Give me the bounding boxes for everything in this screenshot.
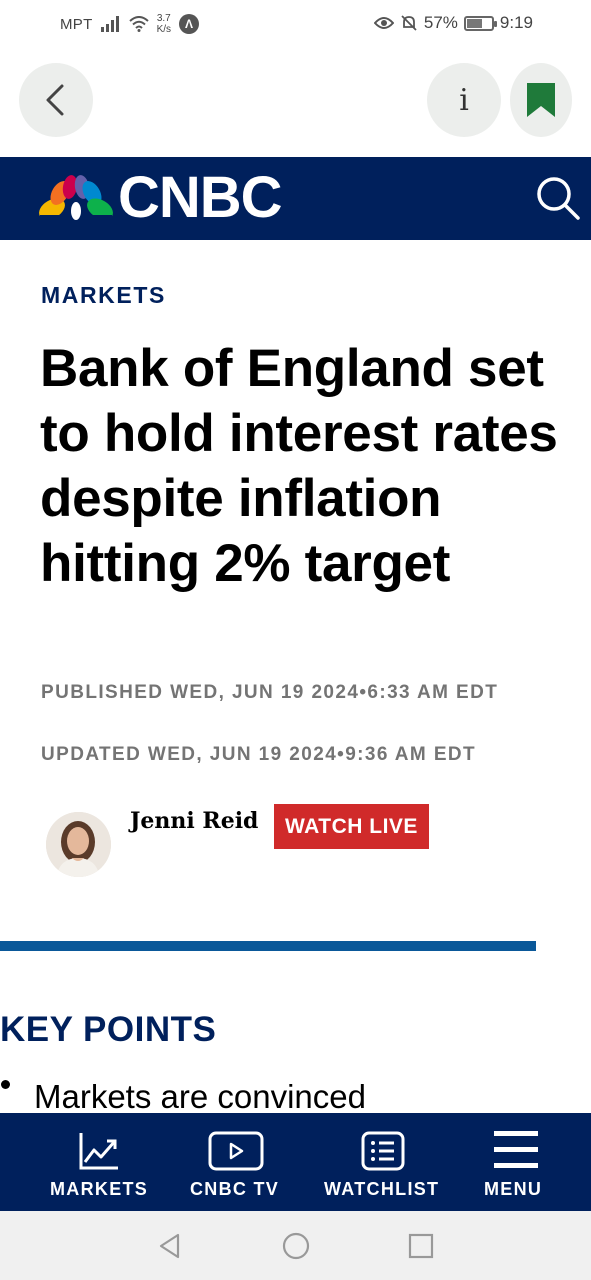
status-bar: MPT 3.7 K/s Λ 57% 9 xyxy=(0,0,591,48)
carrier-label: MPT xyxy=(60,15,93,33)
nav-cnbc-tv[interactable]: CNBC TV xyxy=(188,1113,284,1211)
published-date: PUBLISHED WED, JUN 19 2024•6:33 AM EDT xyxy=(41,682,499,703)
article-headline: Bank of England set to hold interest rat… xyxy=(40,339,558,593)
author-photo xyxy=(46,812,111,877)
network-speed: 3.7 K/s xyxy=(157,13,171,35)
nav-menu-label: MENU xyxy=(484,1179,543,1199)
list-icon xyxy=(361,1131,405,1171)
play-icon xyxy=(208,1131,264,1171)
bookmark-icon xyxy=(527,83,555,117)
chevron-left-icon xyxy=(46,84,64,116)
battery-level xyxy=(466,18,482,28)
cnbc-logo[interactable]: CNBC xyxy=(38,165,283,230)
bell-off-icon xyxy=(401,15,417,31)
updated-date: UPDATED WED, JUN 19 2024•9:36 AM EDT xyxy=(41,744,477,765)
author-row: Jenni Reid WATCH LIVE xyxy=(46,804,546,880)
battery-percent: 57% xyxy=(423,13,458,32)
eye-icon xyxy=(373,17,394,29)
system-home-button[interactable] xyxy=(281,1231,311,1261)
key-point-item: Markets are convinced xyxy=(34,1078,366,1115)
nav-cnbc-tv-label: CNBC TV xyxy=(190,1179,280,1199)
battery-icon xyxy=(463,15,497,31)
site-header: CNBC xyxy=(0,157,591,240)
signal-icon xyxy=(100,16,119,32)
author-avatar[interactable] xyxy=(46,812,111,877)
nav-watchlist-label: WATCHLIST xyxy=(324,1179,440,1199)
search-icon xyxy=(537,177,580,220)
search-button[interactable] xyxy=(532,172,584,224)
system-back-button[interactable] xyxy=(155,1231,185,1261)
peacock-icon xyxy=(39,175,113,223)
vpn-icon: Λ xyxy=(179,14,200,34)
chart-line-icon xyxy=(79,1133,118,1170)
key-points-heading: KEY POINTS xyxy=(0,1010,217,1049)
speed-value: 3.7 xyxy=(156,13,171,24)
nav-markets[interactable]: MARKETS xyxy=(48,1113,150,1211)
bottom-nav: MARKETS CNBC TV WATCHLIST MENU xyxy=(0,1113,591,1211)
info-icon: i xyxy=(459,82,469,118)
speed-unit: K/s xyxy=(156,24,172,35)
watch-live-button[interactable]: WATCH LIVE xyxy=(274,804,429,849)
cnbc-wordmark: CNBC xyxy=(118,165,283,230)
nav-markets-label: MARKETS xyxy=(50,1179,149,1199)
nav-menu[interactable]: MENU xyxy=(482,1113,548,1211)
system-recents-button[interactable] xyxy=(406,1231,436,1261)
bookmark-button[interactable] xyxy=(510,63,572,137)
nav-watchlist[interactable]: WATCHLIST xyxy=(323,1113,445,1211)
info-button[interactable]: i xyxy=(427,63,501,137)
clock: 9:19 xyxy=(499,13,533,32)
section-divider xyxy=(0,941,536,951)
system-nav-bar xyxy=(0,1211,591,1280)
section-label[interactable]: MARKETS xyxy=(41,282,166,308)
hamburger-icon xyxy=(494,1131,538,1168)
author-name[interactable]: Jenni Reid xyxy=(130,808,259,834)
bullet-marker xyxy=(1,1080,10,1089)
browser-toolbar: i xyxy=(0,48,591,156)
wifi-icon xyxy=(128,16,149,32)
back-button[interactable] xyxy=(19,63,93,137)
